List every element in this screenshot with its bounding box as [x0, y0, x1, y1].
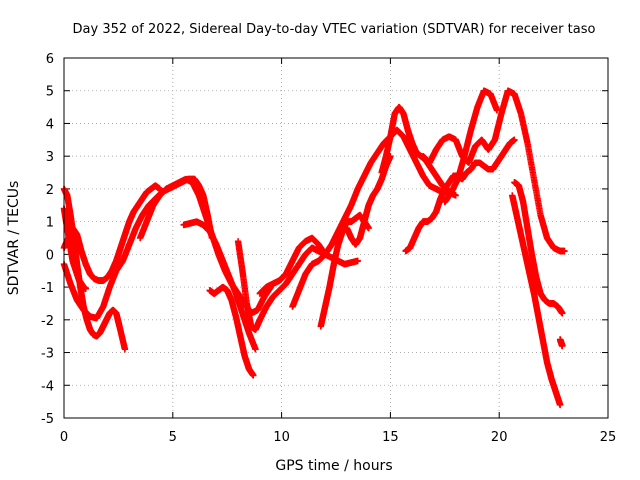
- y-tick-label: 1: [46, 216, 54, 231]
- x-tick-label: 0: [60, 430, 68, 445]
- y-tick-label: 3: [46, 150, 54, 165]
- x-tick-label: 25: [600, 430, 617, 445]
- series-arc-4: [60, 205, 89, 292]
- y-tick-label: -3: [41, 347, 54, 362]
- data-point: [121, 346, 129, 353]
- y-tick-label: 0: [46, 248, 54, 263]
- x-tick-label: 5: [169, 430, 177, 445]
- x-tick-label: 20: [491, 430, 508, 445]
- y-tick-label: -2: [41, 314, 54, 329]
- y-tick-label: -1: [41, 281, 54, 296]
- tick-labels: 0 5 10 15 20 25 -5 -4 -3 -2 -1 0 1 2 3 4 5 6: [41, 52, 616, 445]
- x-tick-label: 15: [382, 430, 399, 445]
- y-tick-label: 2: [46, 183, 54, 198]
- x-tick-label: 10: [273, 430, 290, 445]
- y-tick-label: 4: [46, 117, 54, 132]
- data-points: [60, 87, 568, 409]
- data-point: [82, 285, 89, 292]
- chart-title: Day 352 of 2022, Sidereal Day-to-day VTE…: [73, 22, 596, 37]
- y-tick-label: 6: [46, 52, 54, 67]
- y-tick-label: -4: [41, 379, 54, 394]
- y-tick-label: 5: [46, 85, 54, 100]
- y-tick-label: -5: [41, 412, 54, 427]
